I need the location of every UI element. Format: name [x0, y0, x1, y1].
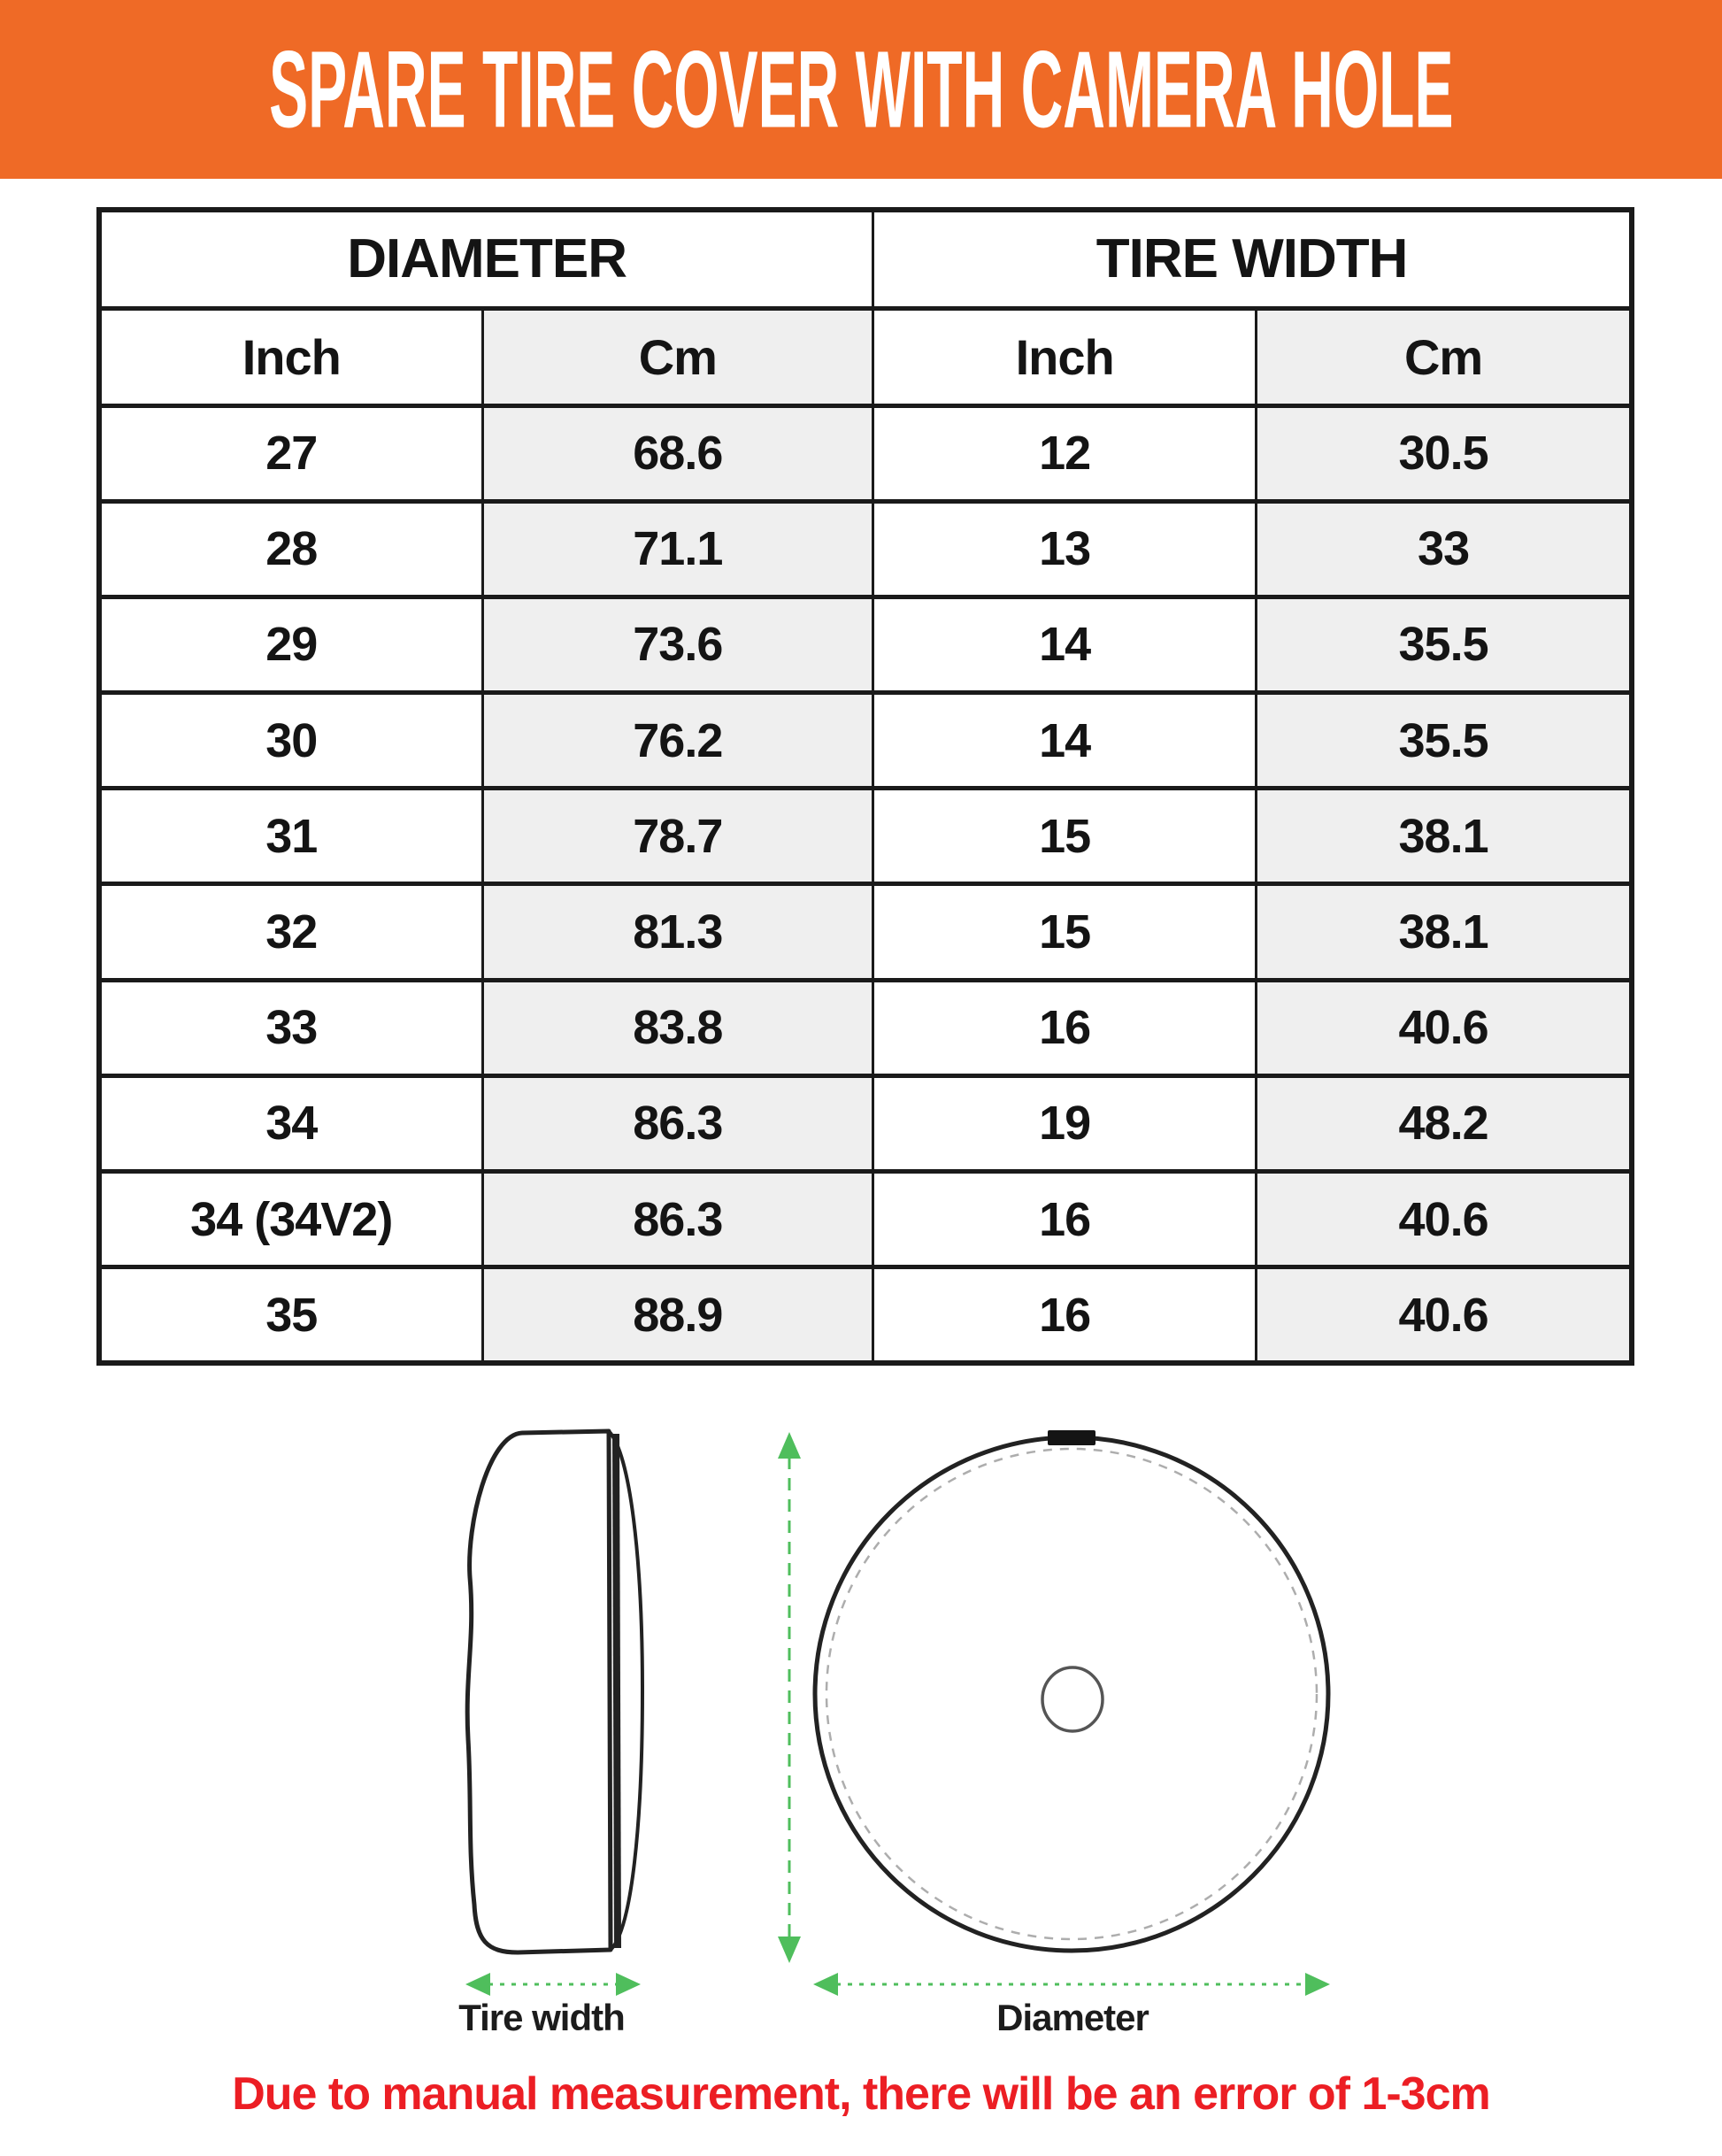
table-cell: 15 [872, 882, 1258, 982]
table-cell: 15 [872, 786, 1258, 887]
table-cell: 48.2 [1255, 1073, 1634, 1174]
table-cell: 19 [872, 1073, 1258, 1174]
table-cell: 33 [97, 977, 484, 1078]
arrow-head-left [465, 1973, 490, 1996]
table-cell: 40.6 [1255, 1265, 1634, 1366]
table-row: 34 (34V2) 86.3 16 40.6 [97, 1168, 1634, 1270]
column-header-width-cm: Cm [1255, 305, 1634, 408]
table-cell: 35 [97, 1265, 484, 1366]
page-title: SPARE TIRE COVER WITH CAMERA HOLE [268, 28, 1454, 150]
side-view-outline [465, 1428, 613, 1955]
arrow-head-left [813, 1973, 838, 1996]
size-chart-table: DIAMETER TIRE WIDTH Inch Cm Inch Cm 27 6… [96, 207, 1634, 1366]
measurement-note: Due to manual measurement, there will be… [232, 2068, 1491, 2120]
table-cell: 83.8 [480, 977, 875, 1078]
table-cell: 30 [97, 690, 484, 791]
table-row: 33 83.8 16 40.6 [97, 977, 1634, 1078]
column-header-label: Inch [1015, 328, 1115, 385]
table-cell: 27 [97, 403, 484, 504]
column-header-label: Inch [242, 328, 342, 385]
table-cell: 78.7 [480, 786, 875, 887]
group-header-tire-width: TIRE WIDTH [872, 207, 1634, 311]
top-tab-marker [1048, 1430, 1095, 1445]
table-cell: 12 [872, 403, 1258, 504]
arrow-head-right [1305, 1973, 1330, 1996]
table-row: 29 73.6 14 35.5 [97, 594, 1634, 696]
group-header-diameter: DIAMETER [97, 207, 875, 311]
arrow-head-up [778, 1432, 801, 1459]
table-cell: 16 [872, 1265, 1258, 1366]
column-header-width-inch: Inch [872, 305, 1258, 408]
column-header-label: Cm [638, 328, 718, 385]
side-view-seam-line [612, 1433, 621, 1949]
table-subheader-row: Inch Cm Inch Cm [97, 305, 1634, 408]
group-header-label: TIRE WIDTH [1095, 228, 1409, 290]
table-cell: 34 (34V2) [97, 1168, 484, 1270]
table-cell: 14 [872, 690, 1258, 791]
table-cell: 40.6 [1255, 977, 1634, 1078]
group-header-label: DIAMETER [347, 228, 627, 290]
table-row: 31 78.7 15 38.1 [97, 786, 1634, 887]
table-cell: 40.6 [1255, 1168, 1634, 1270]
table-cell: 14 [872, 594, 1258, 696]
table-row: 30 76.2 14 35.5 [97, 690, 1634, 791]
column-header-diameter-inch: Inch [97, 305, 484, 408]
table-cell: 76.2 [480, 690, 875, 791]
table-cell: 16 [872, 977, 1258, 1078]
table-cell: 73.6 [480, 594, 875, 696]
table-row: 35 88.9 16 40.6 [97, 1265, 1634, 1366]
table-cell: 86.3 [480, 1073, 875, 1174]
banner: SPARE TIRE COVER WITH CAMERA HOLE [0, 0, 1722, 179]
table-cell: 68.6 [480, 403, 875, 504]
table-row: 32 81.3 15 38.1 [97, 882, 1634, 982]
table-cell: 32 [97, 882, 484, 982]
column-header-label: Cm [1403, 328, 1483, 385]
table-cell: 28 [97, 498, 484, 599]
diameter-label: Diameter [996, 1997, 1149, 2038]
table-cell: 86.3 [480, 1168, 875, 1270]
tire-diagram [465, 1428, 1331, 1996]
arrow-head-down [778, 1937, 801, 1963]
table-row: 34 86.3 19 48.2 [97, 1073, 1634, 1174]
arrow-head-right [616, 1973, 641, 1996]
stitch-dashed-circle [825, 1447, 1318, 1941]
table-cell: 13 [872, 498, 1258, 599]
table-cell: 29 [97, 594, 484, 696]
table-cell: 34 [97, 1073, 484, 1174]
table-cell: 33 [1255, 498, 1634, 599]
table-cell: 35.5 [1255, 594, 1634, 696]
table-cell: 88.9 [480, 1265, 875, 1366]
table-cell: 38.1 [1255, 786, 1634, 887]
table-group-header-row: DIAMETER TIRE WIDTH [97, 207, 1634, 311]
tire-width-label: Tire width [458, 1997, 626, 2038]
column-header-diameter-cm: Cm [480, 305, 875, 408]
table-cell: 16 [872, 1168, 1258, 1270]
table-cell: 31 [97, 786, 484, 887]
camera-hole-circle [1041, 1666, 1104, 1733]
side-view-outer-edge [607, 1429, 645, 1952]
table-cell: 35.5 [1255, 690, 1634, 791]
table-cell: 38.1 [1255, 882, 1634, 982]
table-cell: 81.3 [480, 882, 875, 982]
table-cell: 30.5 [1255, 403, 1634, 504]
table-row: 27 68.6 12 30.5 [97, 403, 1634, 504]
table-cell: 71.1 [480, 498, 875, 599]
table-row: 28 71.1 13 33 [97, 498, 1634, 599]
